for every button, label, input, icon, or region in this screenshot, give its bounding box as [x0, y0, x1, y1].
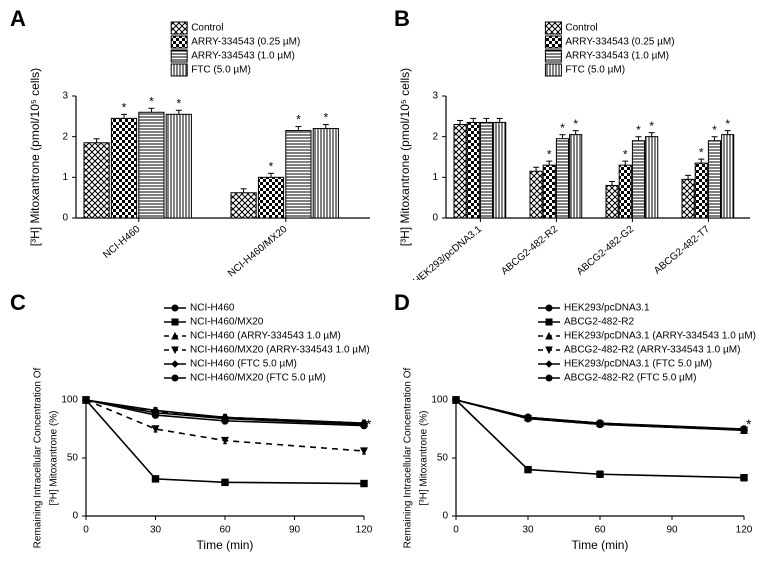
svg-text:HEK293/pcDNA3.1 (FTC 5.0 µM): HEK293/pcDNA3.1 (FTC 5.0 µM) [564, 359, 712, 370]
svg-text:ABCG2-482-R2 (ARRY-334543 1.0: ABCG2-482-R2 (ARRY-334543 1.0 µM) [564, 345, 740, 356]
panel-D: HEK293/pcDNA3.1 ABCG2-482-R2 HEK293/pcDNA3… [390, 300, 760, 560]
svg-text:*: * [269, 160, 274, 174]
svg-text:NCI-H460/MX20 (ARRY-334543 1.0: NCI-H460/MX20 (ARRY-334543 1.0 µM) [190, 345, 370, 356]
svg-text:NCI-H460/MX20 (FTC 5.0 µM): NCI-H460/MX20 (FTC 5.0 µM) [190, 373, 326, 384]
svg-text:[³H] Mitoxantrone (%): [³H] Mitoxantrone (%) [419, 410, 430, 505]
svg-text:2: 2 [62, 131, 68, 142]
svg-text:100: 100 [61, 395, 78, 406]
svg-text:*: * [122, 101, 127, 115]
panel-B: Control ARRY-334543 (0.25 µM) ARRY-334543 … [390, 20, 760, 290]
svg-text:FTC (5.0 µM): FTC (5.0 µM) [565, 65, 625, 76]
svg-text:90: 90 [666, 525, 678, 536]
svg-text:Remaining Intracellular Concen: Remaining Intracellular Concentration Of [33, 367, 44, 548]
svg-text:100: 100 [431, 395, 448, 406]
svg-text:*: * [366, 416, 372, 432]
svg-text:*: * [649, 119, 654, 133]
svg-text:NCI-H460/MX20: NCI-H460/MX20 [226, 224, 290, 280]
svg-text:30: 30 [150, 525, 162, 536]
svg-text:*: * [699, 145, 704, 159]
svg-text:30: 30 [522, 525, 534, 536]
svg-text:*: * [573, 117, 578, 131]
svg-text:ARRY-334543 (0.25 µM): ARRY-334543 (0.25 µM) [565, 37, 674, 48]
svg-text:*: * [323, 111, 328, 125]
svg-text:NCI-H460 (ARRY-334543 1.0 µM): NCI-H460 (ARRY-334543 1.0 µM) [190, 331, 341, 342]
bar-chart: Control ARRY-334543 (0.25 µM) ARRY-334543 … [390, 20, 760, 280]
bar-chart: Control ARRY-334543 (0.25 µM) ARRY-334543 … [20, 20, 380, 280]
svg-text:[³H] Mitoxantrone (%): [³H] Mitoxantrone (%) [49, 410, 60, 505]
svg-text:*: * [296, 113, 301, 127]
svg-text:FTC (5.0 µM): FTC (5.0 µM) [191, 65, 251, 76]
svg-text:[³H] Mitoxantrone (pmol/10⁵ ce: [³H] Mitoxantrone (pmol/10⁵ cells) [398, 68, 412, 246]
line-chart: HEK293/pcDNA3.1 ABCG2-482-R2 HEK293/pcDNA3… [390, 300, 760, 558]
figure: A B C D ControlARRY-334543 (0.25 µM)ARRY… [0, 0, 764, 568]
svg-text:50: 50 [437, 453, 449, 464]
svg-text:*: * [560, 121, 565, 135]
svg-text:*: * [725, 117, 730, 131]
svg-text:*: * [636, 123, 641, 137]
svg-text:[³H] Mitoxantrone (pmol/10⁵ ce: [³H] Mitoxantrone (pmol/10⁵ cells) [28, 68, 42, 246]
svg-text:HEK293/pcDNA3.1: HEK293/pcDNA3.1 [411, 224, 484, 280]
svg-text:HEK293/pcDNA3.1 (ARRY-334543 1: HEK293/pcDNA3.1 (ARRY-334543 1.0 µM) [564, 331, 756, 342]
panel-C: NCI-H460 NCI-H460/MX20 NCI-H460 (ARRY-3345… [20, 300, 380, 560]
svg-text:2: 2 [432, 131, 438, 142]
svg-text:90: 90 [289, 525, 301, 536]
svg-text:NCI-H460: NCI-H460 [190, 303, 235, 314]
svg-text:*: * [623, 147, 628, 161]
svg-text:0: 0 [62, 213, 68, 224]
svg-text:0: 0 [72, 511, 78, 522]
svg-text:HEK293/pcDNA3.1: HEK293/pcDNA3.1 [564, 303, 650, 314]
svg-text:ABCG2-482-R2 (FTC 5.0 µM): ABCG2-482-R2 (FTC 5.0 µM) [564, 373, 696, 384]
svg-text:ARRY-334543 (0.25 µM): ARRY-334543 (0.25 µM) [191, 37, 300, 48]
svg-text:ABCG2-482-R2: ABCG2-482-R2 [499, 224, 560, 278]
svg-text:ABCG2-482-R2: ABCG2-482-R2 [564, 317, 634, 328]
svg-text:*: * [547, 147, 552, 161]
svg-text:ABCG2-482-G2: ABCG2-482-G2 [575, 224, 636, 278]
svg-text:60: 60 [594, 525, 606, 536]
svg-text:3: 3 [62, 91, 68, 102]
svg-text:0: 0 [432, 213, 438, 224]
panel-A: Control ARRY-334543 (0.25 µM) ARRY-334543 … [20, 20, 380, 290]
svg-text:NCI-H460: NCI-H460 [101, 224, 142, 261]
svg-text:1: 1 [62, 172, 68, 183]
svg-text:NCI-H460/MX20: NCI-H460/MX20 [190, 317, 264, 328]
svg-text:Control: Control [191, 23, 223, 34]
svg-text:NCI-H460 (FTC 5.0 µM): NCI-H460 (FTC 5.0 µM) [190, 359, 297, 370]
svg-text:120: 120 [736, 525, 753, 536]
svg-text:Time (min): Time (min) [572, 538, 629, 552]
svg-text:50: 50 [67, 453, 79, 464]
svg-text:ARRY-334543 (1.0 µM): ARRY-334543 (1.0 µM) [565, 51, 669, 62]
svg-text:3: 3 [432, 91, 438, 102]
svg-text:*: * [176, 96, 181, 110]
svg-text:120: 120 [356, 525, 373, 536]
svg-text:1: 1 [432, 172, 438, 183]
svg-text:*: * [746, 416, 752, 432]
svg-text:*: * [149, 94, 154, 108]
svg-text:*: * [712, 123, 717, 137]
svg-text:ARRY-334543 (1.0 µM): ARRY-334543 (1.0 µM) [191, 51, 295, 62]
svg-text:ABCG2-482-T7: ABCG2-482-T7 [652, 224, 712, 277]
svg-text:0: 0 [453, 525, 459, 536]
svg-text:Remaining Intracellular Concen: Remaining Intracellular Concentration Of [403, 367, 414, 548]
line-chart: NCI-H460 NCI-H460/MX20 NCI-H460 (ARRY-3345… [20, 300, 380, 558]
svg-text:60: 60 [219, 525, 231, 536]
svg-text:0: 0 [442, 511, 448, 522]
svg-text:Time (min): Time (min) [197, 538, 254, 552]
svg-text:Control: Control [565, 23, 597, 34]
svg-text:0: 0 [83, 525, 89, 536]
